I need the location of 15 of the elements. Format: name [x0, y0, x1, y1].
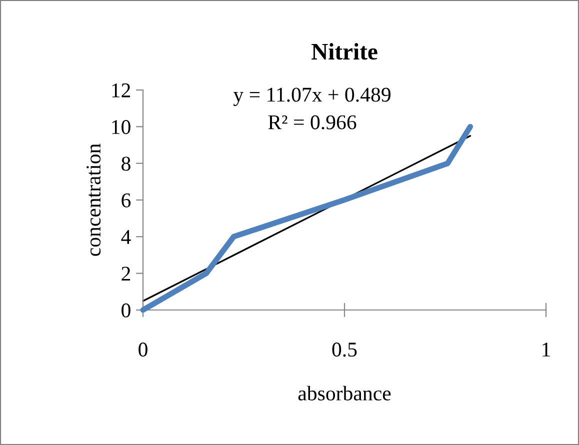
y-tick-label: 4	[121, 230, 131, 244]
annotation: y = 11.07x + 0.489	[233, 88, 390, 106]
y-axis-title: concentration	[86, 144, 101, 256]
y-tick-label: 8	[122, 156, 130, 171]
x-axis-title: absorbance	[298, 386, 391, 400]
y-tick-label: 6	[122, 193, 131, 208]
y-tick-label: 0	[122, 303, 130, 318]
y-tick-label: 10	[112, 120, 130, 134]
annotation: R² = 0.966	[268, 115, 356, 130]
y-tick-label: 2	[122, 266, 130, 281]
y-tick-label: 12	[112, 83, 130, 98]
x-tick-label: 1	[542, 342, 550, 356]
chart-title: Nitrite	[312, 43, 378, 60]
x-tick-label: 0.5	[332, 342, 357, 357]
x-tick-label: 0	[138, 342, 148, 357]
